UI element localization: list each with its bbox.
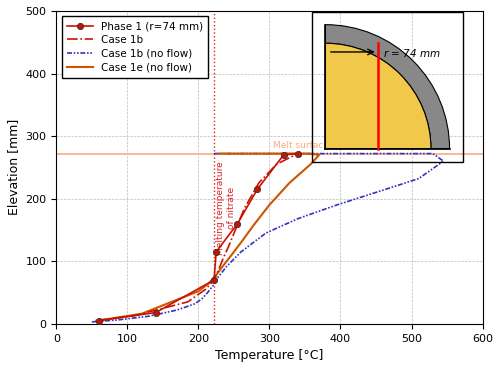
- Case 1e (no flow): [216, 151, 222, 156]
- Case 1b (no flow): [220, 151, 226, 156]
- Wedge shape: [326, 25, 450, 149]
- Case 1b (no flow): [114, 318, 119, 322]
- Case 1b: [220, 256, 226, 260]
- Case 1b (no flow): [266, 151, 272, 156]
- Case 1b: [216, 268, 222, 273]
- Case 1e (no flow): [266, 203, 272, 207]
- Case 1b (no flow): [192, 301, 198, 306]
- Case 1e (no flow): [138, 311, 144, 316]
- Case 1e (no flow): [231, 151, 237, 156]
- Text: Melt surface (Phases 1 and 2): Melt surface (Phases 1 and 2): [273, 141, 407, 151]
- Case 1e (no flow): [286, 181, 292, 185]
- Case 1b (no flow): [440, 159, 446, 163]
- Case 1b: [232, 228, 238, 232]
- Case 1b: [202, 287, 208, 292]
- Case 1b (no flow): [334, 203, 340, 207]
- Case 1b (no flow): [402, 151, 407, 156]
- Case 1e (no flow): [196, 289, 202, 293]
- Line: Case 1b: Case 1b: [96, 154, 298, 321]
- Case 1b (no flow): [210, 284, 216, 289]
- Case 1b: [132, 313, 138, 318]
- Case 1e (no flow): [316, 153, 322, 157]
- Case 1b: [211, 278, 217, 282]
- Case 1b (no flow): [204, 290, 210, 295]
- Case 1b: [185, 300, 191, 304]
- Case 1b: [226, 243, 232, 248]
- Case 1b (no flow): [211, 151, 217, 156]
- Phase 1 (r=74 mm): [213, 249, 219, 254]
- Case 1b (no flow): [430, 151, 436, 156]
- Phase 1 (r=74 mm): [153, 310, 159, 315]
- Case 1e (no flow): [245, 151, 251, 156]
- Case 1b (no flow): [238, 151, 244, 156]
- Line: Case 1b (no flow): Case 1b (no flow): [92, 154, 444, 322]
- Case 1b (no flow): [174, 308, 180, 312]
- Line: Phase 1 (r=74 mm): Phase 1 (r=74 mm): [96, 151, 301, 324]
- Case 1e (no flow): [94, 318, 100, 323]
- Case 1b (no flow): [352, 151, 358, 156]
- Case 1b (no flow): [302, 151, 308, 156]
- Case 1b: [92, 318, 98, 323]
- Case 1e (no flow): [230, 252, 235, 256]
- Case 1e (no flow): [220, 263, 226, 268]
- Phase 1 (r=74 mm): [280, 153, 286, 157]
- Case 1b (no flow): [238, 249, 244, 254]
- Case 1b: [208, 281, 214, 285]
- Case 1e (no flow): [308, 162, 314, 166]
- Phase 1 (r=74 mm): [295, 151, 301, 156]
- Y-axis label: Elevation [mm]: Elevation [mm]: [7, 119, 20, 215]
- Legend: Phase 1 (r=74 mm), Case 1b, Case 1b (no flow), Case 1e (no flow): Phase 1 (r=74 mm), Case 1b, Case 1b (no …: [62, 16, 208, 77]
- Case 1b (no flow): [216, 275, 222, 279]
- Phase 1 (r=74 mm): [96, 318, 102, 323]
- Case 1b: [242, 206, 248, 210]
- Case 1b (no flow): [263, 231, 269, 235]
- Case 1e (no flow): [284, 151, 290, 156]
- Case 1b (no flow): [416, 176, 422, 181]
- Case 1b: [274, 162, 280, 166]
- Case 1b (no flow): [146, 314, 152, 318]
- Wedge shape: [326, 43, 431, 149]
- Phase 1 (r=74 mm): [211, 278, 217, 282]
- Text: Melting temperature
of nitrate: Melting temperature of nitrate: [216, 161, 236, 255]
- Case 1e (no flow): [306, 151, 312, 156]
- Text: $r$ = 74 mm: $r$ = 74 mm: [382, 47, 440, 59]
- Line: Case 1e (no flow): Case 1e (no flow): [98, 154, 319, 321]
- Case 1b (no flow): [224, 264, 230, 268]
- Case 1b (no flow): [199, 297, 205, 301]
- X-axis label: Temperature [°C]: Temperature [°C]: [216, 349, 324, 362]
- Case 1e (no flow): [251, 223, 257, 227]
- Case 1e (no flow): [263, 151, 269, 156]
- Case 1b: [256, 181, 262, 185]
- Case 1e (no flow): [240, 238, 246, 243]
- Case 1b (no flow): [89, 320, 95, 324]
- Phase 1 (r=74 mm): [254, 187, 260, 192]
- Case 1b (no flow): [373, 190, 379, 194]
- Case 1e (no flow): [222, 151, 228, 156]
- Case 1e (no flow): [213, 273, 219, 277]
- Case 1b (no flow): [295, 217, 301, 221]
- Phase 1 (r=74 mm): [234, 221, 240, 226]
- Case 1b: [295, 151, 301, 156]
- Case 1e (no flow): [206, 281, 212, 285]
